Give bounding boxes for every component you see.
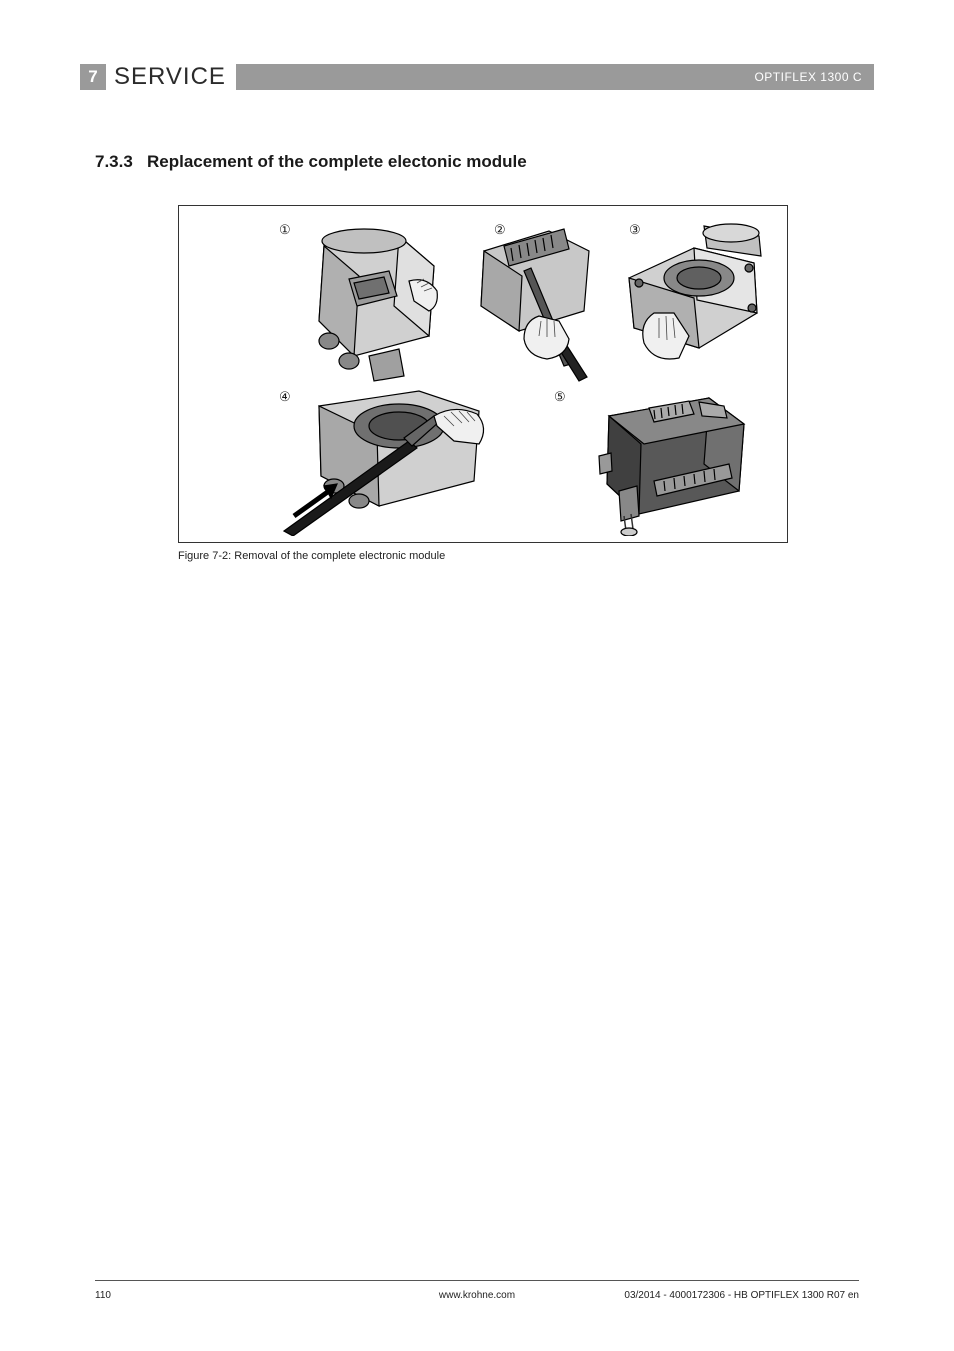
illustration-1 <box>289 221 459 386</box>
footer: 110 www.krohne.com 03/2014 - 4000172306 … <box>95 1290 859 1301</box>
footer-line <box>95 1280 859 1281</box>
illustration-3 <box>609 218 774 383</box>
illustration-5 <box>559 386 759 536</box>
chapter-number-box: 7 <box>80 64 106 90</box>
figure-caption: Figure 7-2: Removal of the complete elec… <box>178 550 445 562</box>
footer-url: www.krohne.com <box>439 1290 515 1301</box>
section-number: 7.3.3 <box>95 152 133 171</box>
product-name: OPTIFLEX 1300 C <box>754 70 862 84</box>
chapter-title: SERVICE <box>114 63 226 91</box>
section-heading: 7.3.3 Replacement of the complete electo… <box>95 152 527 172</box>
figure-box: ① ② ③ ④ ⑤ <box>178 205 788 543</box>
header-bar: 7 SERVICE OPTIFLEX 1300 C <box>80 64 874 90</box>
chapter-number: 7 <box>88 67 97 87</box>
header-right-bar: OPTIFLEX 1300 C <box>236 64 874 90</box>
footer-doc-info: 03/2014 - 4000172306 - HB OPTIFLEX 1300 … <box>624 1290 859 1301</box>
illustration-2 <box>469 221 609 386</box>
section-title: Replacement of the complete electonic mo… <box>147 152 527 171</box>
page-number: 110 <box>95 1290 111 1301</box>
illustration-4 <box>279 386 529 536</box>
